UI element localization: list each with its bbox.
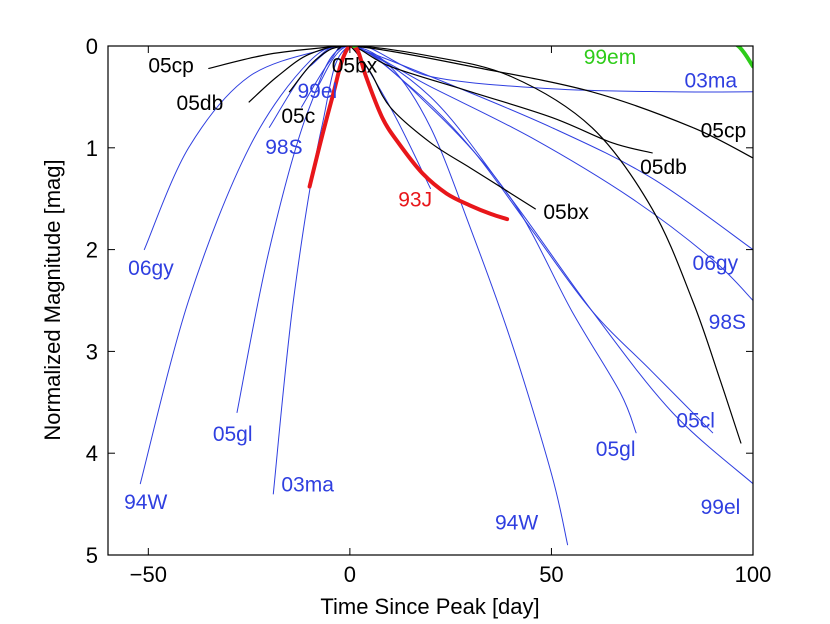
y-axis-label: Normalized Magnitude [mag]: [40, 159, 65, 440]
curve-label-98s: 98S: [709, 311, 746, 334]
series-line-93j: [307, 46, 510, 222]
curve-label-99el: 99el: [701, 496, 741, 519]
curve-label-05cp: 05cp: [701, 119, 747, 142]
curve-label-05db: 05db: [177, 92, 224, 115]
y-tick-label: 0: [86, 34, 98, 59]
series-line-94w: [139, 46, 569, 546]
x-axis-label: Time Since Peak [day]: [320, 594, 539, 619]
curve-label-05bx: 05bx: [543, 201, 589, 224]
series-line-06gy: [143, 46, 753, 251]
x-tick-label: 100: [735, 562, 772, 587]
curve-label-06gy: 06gy: [693, 252, 739, 275]
curve-label-05db: 05db: [640, 156, 687, 179]
curve-label-94w: 94W: [495, 511, 538, 534]
curves-layer: [139, 46, 753, 546]
x-tick-label: 0: [344, 562, 356, 587]
curve-label-05bx: 05bx: [332, 54, 378, 77]
curve-label-93j: 93J: [398, 189, 432, 212]
y-tick-label: 2: [86, 238, 98, 263]
curve-label-94w: 94W: [124, 491, 167, 514]
series-line-05cp: [208, 46, 753, 159]
x-tick-label: 50: [539, 562, 563, 587]
series-line-05cl-blue: [317, 46, 714, 434]
series-line-05db: [248, 46, 653, 154]
series-line-05gl: [236, 46, 637, 434]
curve-label-05cl: 05cl: [676, 410, 715, 433]
series-line-99em: [351, 46, 753, 69]
x-tick-label: −50: [130, 562, 167, 587]
curve-label-98s: 98S: [265, 136, 302, 159]
curve-label-03ma: 03ma: [684, 70, 737, 93]
curve-label-05c: 05c: [281, 105, 315, 128]
y-tick-label: 4: [86, 441, 98, 466]
curve-label-99el: 99el: [297, 80, 337, 103]
curve-labels-layer: 05cp05db05bx99el05c98S99em03ma05cp05db93…: [124, 46, 746, 534]
curve-label-99em: 99em: [584, 46, 637, 69]
y-tick-label: 5: [86, 543, 98, 568]
curve-label-06gy: 06gy: [128, 257, 174, 280]
ticks-layer: −50 0 50 100 0 1 2 3 4 5: [86, 34, 772, 587]
series-line-05cl: [288, 46, 742, 444]
curve-label-05gl: 05gl: [213, 423, 253, 446]
curve-label-05cp: 05cp: [148, 54, 194, 77]
y-tick-label: 3: [86, 339, 98, 364]
plot-frame: [107, 45, 754, 556]
curve-label-03ma: 03ma: [281, 474, 334, 497]
y-tick-label: 1: [86, 136, 98, 161]
curve-label-05gl: 05gl: [596, 438, 636, 461]
